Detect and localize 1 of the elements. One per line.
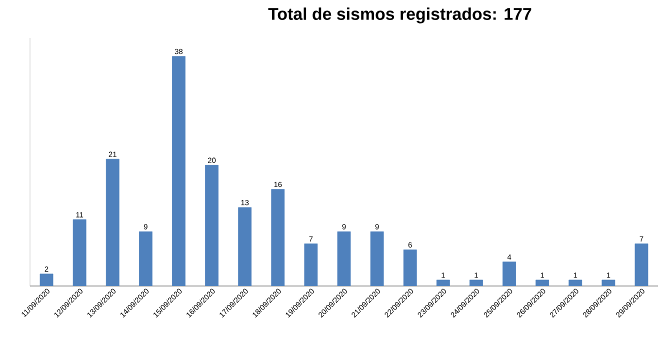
chart-title: Total de sismos registrados: 177 [268,8,532,24]
